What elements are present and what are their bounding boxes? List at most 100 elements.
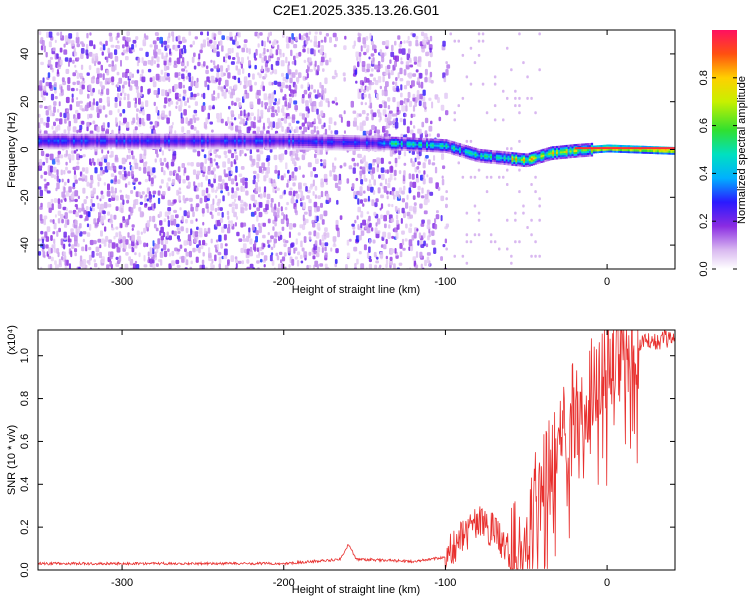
heatmap-cell xyxy=(59,139,62,142)
heatmap-cell xyxy=(376,256,379,260)
heatmap-cell xyxy=(182,84,185,89)
heatmap-cell xyxy=(253,137,256,140)
heatmap-cell xyxy=(179,133,182,136)
heatmap-cell xyxy=(262,85,265,92)
heatmap-cell xyxy=(66,109,70,113)
heatmap-cell xyxy=(382,231,387,238)
heatmap-cell xyxy=(152,147,155,150)
heatmap-cell xyxy=(206,76,210,82)
heatmap-cell xyxy=(139,117,142,125)
heatmap-cell xyxy=(220,133,223,136)
heatmap-cell xyxy=(84,175,88,182)
heatmap-cell xyxy=(265,141,268,144)
heatmap-cell xyxy=(396,219,399,225)
heatmap-cell xyxy=(286,135,289,138)
heatmap-cell xyxy=(376,230,381,234)
heatmap-cell xyxy=(146,137,149,140)
heatmap-cell xyxy=(472,151,475,154)
heatmap-cell xyxy=(274,169,278,174)
heatmap-cell xyxy=(300,240,303,248)
heatmap-cell xyxy=(81,167,85,172)
heatmap-cell xyxy=(259,32,263,36)
heatmap-cell xyxy=(282,96,285,101)
heatmap-cell xyxy=(324,77,328,85)
heatmap-cell xyxy=(156,145,159,148)
heatmap-cell xyxy=(276,139,279,142)
heatmap-cell xyxy=(307,134,310,137)
heatmap-cell xyxy=(222,139,225,142)
heatmap-cell xyxy=(389,256,393,261)
heatmap-cell xyxy=(167,207,172,212)
heatmap-cell xyxy=(196,92,200,97)
heatmap-cell xyxy=(350,100,354,108)
heatmap-cell xyxy=(362,144,365,148)
heatmap-cell xyxy=(389,136,392,139)
heatmap-cell xyxy=(64,212,68,220)
heatmap-cell xyxy=(150,60,154,66)
heatmap-cell xyxy=(61,178,64,183)
heatmap-cell xyxy=(307,138,310,141)
heatmap-cell xyxy=(78,147,81,150)
heatmap-cell xyxy=(476,148,479,151)
heatmap-cell xyxy=(366,113,370,116)
heatmap-cell xyxy=(170,161,175,167)
heatmap-cell xyxy=(477,168,481,172)
heatmap-cell xyxy=(135,137,138,140)
heatmap-cell xyxy=(228,137,231,140)
heatmap-cell xyxy=(389,148,392,151)
heatmap-cell xyxy=(384,52,387,56)
heatmap-cell xyxy=(77,243,80,248)
heatmap-cell xyxy=(67,135,70,138)
heatmap-cell xyxy=(102,147,105,150)
heatmap-cell xyxy=(72,135,76,138)
heatmap-cell xyxy=(313,125,316,133)
heatmap-cell xyxy=(338,136,341,139)
heatmap-cell xyxy=(453,118,456,122)
heatmap-cell xyxy=(369,96,372,104)
heatmap-cell xyxy=(383,144,386,147)
heatmap-cell xyxy=(138,97,141,105)
heatmap-cell xyxy=(395,254,399,259)
heatmap-cell xyxy=(177,268,181,269)
heatmap-cell xyxy=(465,233,469,237)
heatmap-cell xyxy=(111,137,114,140)
heatmap-cell xyxy=(226,137,229,140)
heatmap-cell xyxy=(77,207,82,213)
heatmap-cell xyxy=(127,141,130,144)
heatmap-cell xyxy=(140,147,143,150)
heatmap-cell xyxy=(317,89,320,95)
heatmap-cell xyxy=(424,68,428,76)
heatmap-cell xyxy=(189,133,192,136)
heatmap-cell xyxy=(104,268,107,269)
heatmap-cell xyxy=(510,254,513,258)
heatmap-cell xyxy=(173,135,176,138)
heatmap-cell xyxy=(312,191,315,196)
heatmap-cell xyxy=(187,141,190,144)
heatmap-cell xyxy=(57,203,62,209)
heatmap-cell xyxy=(78,266,81,269)
heatmap-cell xyxy=(179,145,182,148)
heatmap-cell xyxy=(217,182,221,190)
heatmap-cell xyxy=(274,98,277,102)
heatmap-cell xyxy=(168,32,171,39)
heatmap-cell xyxy=(63,143,66,146)
heatmap-cell xyxy=(267,108,271,113)
heatmap-cell xyxy=(402,137,405,140)
heatmap-cell xyxy=(226,141,229,144)
heatmap-cell xyxy=(94,141,97,144)
heatmap-cell xyxy=(72,191,75,198)
heatmap-cell xyxy=(327,100,330,108)
heatmap-cell xyxy=(178,187,182,191)
heatmap-cell xyxy=(186,130,191,135)
heatmap-cell xyxy=(106,264,110,269)
heatmap-cell xyxy=(193,181,196,187)
heatmap-cell xyxy=(92,240,97,245)
heatmap-cell xyxy=(413,202,417,206)
heatmap-cell xyxy=(175,135,178,138)
heatmap-cell xyxy=(301,154,306,161)
heatmap-cell xyxy=(187,135,190,138)
heatmap-cell xyxy=(55,147,58,150)
heatmap-cell xyxy=(453,145,456,148)
heatmap-cell xyxy=(309,140,312,143)
heatmap-cell xyxy=(201,141,204,144)
